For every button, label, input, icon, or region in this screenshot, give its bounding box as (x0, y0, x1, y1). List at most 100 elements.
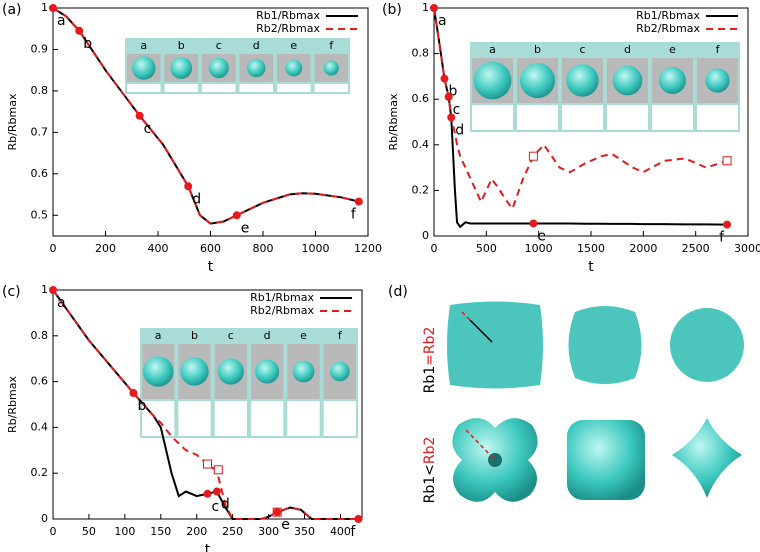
legend-label: Rb1/Rbmax (250, 291, 314, 304)
x-tick-label: 3000 (734, 242, 760, 255)
point-label: f (351, 207, 357, 223)
inset-cell (287, 401, 320, 436)
plot-frame (52, 7, 369, 237)
x-tick-label: 200 (186, 525, 207, 538)
x-tick-label: 0 (50, 242, 57, 255)
x-tick-label: 1200 (354, 242, 382, 255)
y-tick-label: 0.6 (412, 92, 430, 105)
y-tick-label: 0.8 (412, 47, 430, 60)
panel-d: (d) Rb1=Rb2 Rb1<Rb2 (388, 284, 744, 503)
inset-label: b (191, 329, 198, 342)
inset-shape (330, 361, 350, 382)
x-axis-label: t (588, 259, 594, 275)
point-marker (75, 26, 84, 35)
point-marker (529, 219, 538, 228)
point-marker (203, 489, 212, 498)
x-tick-label: 1000 (525, 242, 553, 255)
y-tick-label: 1 (41, 283, 48, 296)
inset-cell (517, 105, 558, 130)
inset-label: e (669, 43, 676, 56)
inset-label: a (155, 329, 162, 342)
point-marker (232, 211, 241, 220)
y-tick-label: 0.2 (31, 466, 49, 479)
point-marker (129, 389, 138, 398)
y-tick-label: 0.7 (31, 125, 49, 138)
inset-shape (659, 67, 686, 94)
inset-label: c (579, 43, 585, 56)
inset-shape (247, 58, 266, 78)
inset-cell (142, 401, 175, 436)
legend-label: Rb2/Rbmax (636, 22, 700, 35)
point-label: a (57, 13, 66, 29)
inset-label: c (216, 39, 222, 52)
legend-label: Rb1/Rbmax (636, 9, 700, 22)
point-label: e (281, 517, 290, 533)
point-marker (354, 515, 363, 523)
y-tick-label: 0 (422, 229, 429, 242)
x-tick-label: 1000 (302, 242, 330, 255)
legend-label: Rb1/Rbmax (256, 9, 320, 22)
point-marker (440, 74, 449, 83)
series-line (52, 289, 359, 520)
inset-cell (164, 84, 198, 92)
y-tick-label: 0.8 (31, 84, 49, 97)
inset-shape (217, 358, 244, 385)
inset-cell (251, 401, 284, 436)
y-tick-label: 0.6 (31, 375, 49, 388)
row-label-part: < (422, 464, 438, 476)
legend-label: Rb2/Rbmax (250, 304, 314, 317)
point-marker (184, 182, 193, 191)
y-tick-label: 0 (41, 512, 48, 525)
inset-shape (255, 359, 280, 384)
inset-shape (705, 68, 730, 93)
inset-cell (472, 105, 513, 130)
panel-label: (b) (382, 2, 402, 18)
inset-cell (652, 105, 693, 130)
point-marker (49, 286, 57, 294)
series-line (433, 7, 728, 211)
y-tick-label: 1 (422, 1, 429, 14)
inset-shape (131, 56, 156, 80)
inset-cell (127, 84, 161, 92)
point-label: b (448, 84, 457, 100)
inset-label: b (534, 43, 541, 56)
y-tick-label: 0.4 (412, 138, 430, 151)
inset-label: f (716, 43, 721, 56)
x-tick-label: 2500 (682, 242, 710, 255)
point-label: c (453, 102, 461, 118)
series-line (433, 7, 728, 229)
point-marker (212, 487, 221, 496)
open-marker (528, 151, 538, 161)
y-tick-label: 0.2 (412, 183, 430, 196)
point-label: d (192, 191, 201, 207)
inset-label: a (489, 43, 496, 56)
inset-cell (202, 84, 236, 92)
inset-shape (519, 62, 556, 99)
x-axis-label: t (205, 542, 211, 552)
x-tick-label: 1500 (577, 242, 605, 255)
inset-shape (180, 357, 209, 386)
row-label-part: Rb1 (422, 366, 438, 394)
shape-square (447, 301, 543, 389)
y-tick-label: 1 (41, 1, 48, 14)
panel-label: (a) (2, 2, 22, 18)
point-label: c (144, 121, 152, 137)
x-tick-label: 50 (82, 525, 96, 538)
point-marker (447, 113, 456, 122)
inset-label: a (140, 39, 147, 52)
x-tick-label: 800 (253, 242, 274, 255)
x-tick-label: 500 (476, 242, 497, 255)
inset-label: e (300, 329, 307, 342)
point-marker (135, 111, 144, 120)
x-tick-label: 400 (148, 242, 169, 255)
point-label: f (350, 524, 356, 540)
point-label: e (241, 220, 250, 236)
x-tick-label: 250 (222, 525, 243, 538)
inset-shape (473, 61, 512, 100)
x-tick-label: 100 (114, 525, 135, 538)
shape-3d (567, 420, 645, 500)
radius-arrow (469, 319, 493, 343)
point-label: c (212, 499, 220, 515)
inset-shape (612, 65, 643, 96)
